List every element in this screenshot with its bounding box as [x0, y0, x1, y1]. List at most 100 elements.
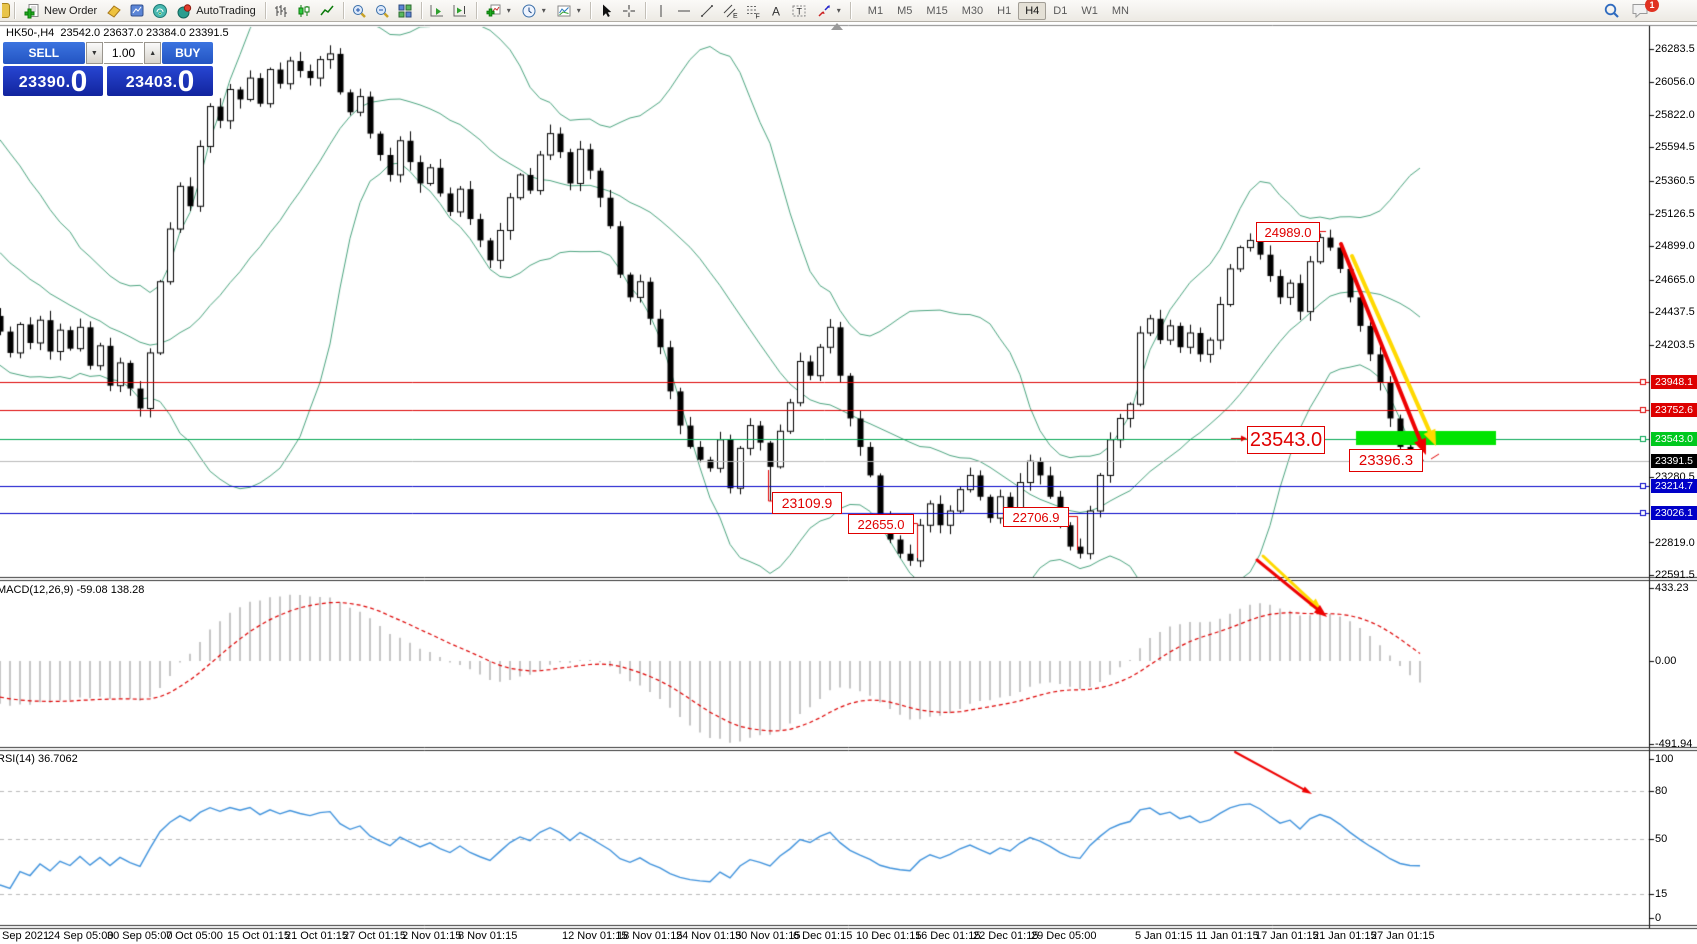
notifications-button[interactable]: 1 — [1631, 0, 1659, 20]
auto-scroll-button[interactable] — [426, 1, 449, 21]
price-level-tag[interactable]: 23214.7 — [1651, 479, 1697, 493]
volume-input[interactable]: 1.00 — [104, 42, 143, 64]
price-axis-tick: 24899.0 — [1655, 240, 1695, 253]
toolbar-separator — [14, 2, 15, 19]
bid-price-main: 23390. — [18, 74, 71, 91]
panel-collapse-handle-icon[interactable] — [831, 23, 843, 30]
price-axis-tick: 24437.5 — [1655, 306, 1695, 318]
date-axis-label: 2 Nov 01:15 — [402, 930, 462, 942]
templates-icon — [556, 3, 572, 19]
vertical-line-button[interactable] — [650, 1, 673, 21]
sell-button[interactable]: SELL — [3, 42, 85, 64]
new-chart-icon — [486, 3, 502, 19]
timeframe-d1[interactable]: D1 — [1053, 4, 1068, 17]
svg-text:E: E — [733, 13, 738, 19]
price-callout[interactable]: 23109.9 — [772, 492, 842, 514]
date-axis-label: 5 Jan 01:15 — [1135, 930, 1193, 942]
zoom-out-button[interactable] — [371, 1, 394, 21]
timeframe-h4[interactable]: H4 — [1018, 1, 1047, 20]
date-axis-label: 21 Oct 01:15 — [285, 930, 348, 942]
date-axis-label: 27 Oct 01:15 — [343, 930, 406, 942]
price-level-tag[interactable]: 23948.1 — [1651, 375, 1697, 389]
text-label-button[interactable]: T — [788, 1, 811, 21]
dropdown-caret-icon: ▾ — [506, 6, 511, 15]
new-order-icon — [24, 3, 40, 19]
price-level-tag[interactable]: 23752.6 — [1651, 403, 1697, 417]
market-watch-icon — [152, 3, 168, 19]
terminal-button[interactable] — [125, 1, 148, 21]
text-button[interactable]: A — [765, 1, 788, 21]
ask-price-display[interactable]: 23403. 0 — [107, 66, 213, 97]
date-axis-label: 10 Dec 01:15 — [856, 930, 922, 942]
trendline-button[interactable] — [696, 1, 719, 21]
ask-price-main: 23403. — [125, 74, 178, 91]
timeframe-mn[interactable]: MN — [1111, 4, 1129, 17]
market-watch-button[interactable] — [148, 1, 171, 21]
price-axis-tick: 22819.0 — [1655, 536, 1695, 549]
text-label-icon: T — [791, 3, 807, 19]
new-chart-button[interactable]: ▾ — [481, 1, 516, 21]
rsi-axis-tick: 15 — [1655, 888, 1668, 901]
bid-price-display[interactable]: 23390. 0 — [3, 66, 103, 97]
zoom-in-button[interactable] — [348, 1, 371, 21]
arrows-tool-icon — [816, 3, 832, 19]
timeframe-m5[interactable]: M5 — [897, 4, 913, 17]
volume-increase-button[interactable]: ▲ — [143, 42, 162, 64]
date-axis-label: 12 Nov 01:15 — [562, 930, 628, 942]
timeframe-m1[interactable]: M1 — [867, 4, 884, 17]
timeframe-m30[interactable]: M30 — [961, 4, 984, 17]
date-axis-label: 22 Dec 01:15 — [973, 930, 1039, 942]
text-icon: A — [768, 3, 784, 19]
line-chart-button[interactable] — [316, 1, 339, 21]
price-callout[interactable]: 22706.9 — [1003, 507, 1069, 527]
new-order-button[interactable]: New Order — [19, 1, 102, 21]
timeframe-h1[interactable]: H1 — [997, 4, 1012, 17]
rsi-indicator-label: RSI(14) 36.7062 — [0, 753, 78, 765]
crosshair-icon — [621, 3, 637, 19]
price-callout[interactable]: 23396.3 — [1349, 449, 1423, 472]
chart-profile-button[interactable] — [102, 1, 125, 21]
search-icon[interactable] — [1603, 2, 1621, 20]
templates-button[interactable]: ▾ — [551, 1, 586, 21]
crosshair-button[interactable] — [618, 1, 641, 21]
price-axis-tick: 25594.5 — [1655, 141, 1695, 154]
equidistant-channel-button[interactable]: E — [719, 1, 742, 21]
new-order-label: New Order — [44, 4, 98, 17]
macd-axis-tick: -491.94 — [1655, 737, 1693, 750]
autotrading-button[interactable]: AutoTrading — [171, 1, 261, 21]
candlestick-chart-button[interactable] — [293, 1, 316, 21]
buy-button[interactable]: BUY — [162, 42, 213, 64]
date-axis-label: 15 Oct 01:15 — [227, 930, 290, 942]
cursor-button[interactable] — [595, 1, 618, 21]
tile-windows-icon — [397, 3, 413, 19]
timeframe-w1[interactable]: W1 — [1081, 4, 1098, 17]
date-axis-label: 30 Sep 05:00 — [107, 930, 173, 942]
bar-chart-icon — [273, 3, 289, 19]
tile-windows-button[interactable] — [394, 1, 417, 21]
dropdown-caret-icon: ▾ — [836, 6, 841, 15]
svg-text:F: F — [756, 13, 760, 19]
zoom-out-icon — [374, 3, 390, 19]
price-callout[interactable]: 23543.0 — [1247, 426, 1325, 454]
date-axis-label: 27 Jan 01:15 — [1371, 930, 1435, 942]
date-axis-label: Sep 2021 — [2, 930, 50, 942]
bar-chart-button[interactable] — [270, 1, 293, 21]
price-callout[interactable]: 24989.0 — [1256, 222, 1320, 242]
price-level-tag[interactable]: 23026.1 — [1651, 506, 1697, 520]
horizontal-line-button[interactable] — [673, 1, 696, 21]
volume-decrease-button[interactable]: ▼ — [85, 42, 104, 64]
chart-shift-button[interactable] — [449, 1, 472, 21]
periods-button[interactable]: ▾ — [516, 1, 551, 21]
timeframe-m15[interactable]: M15 — [926, 4, 948, 17]
price-axis-tick: 24665.0 — [1655, 273, 1695, 286]
arrows-tool-button[interactable]: ▾ — [811, 1, 846, 21]
price-level-tag[interactable]: 23543.0 — [1651, 432, 1697, 446]
date-axis-label: 16 Dec 01:15 — [915, 930, 981, 942]
price-callout[interactable]: 22655.0 — [848, 514, 914, 534]
fibonacci-button[interactable]: F — [742, 1, 765, 21]
clipped-toolbar-icon[interactable] — [2, 3, 10, 18]
svg-text:A: A — [772, 4, 780, 18]
candlestick-icon — [296, 3, 312, 19]
